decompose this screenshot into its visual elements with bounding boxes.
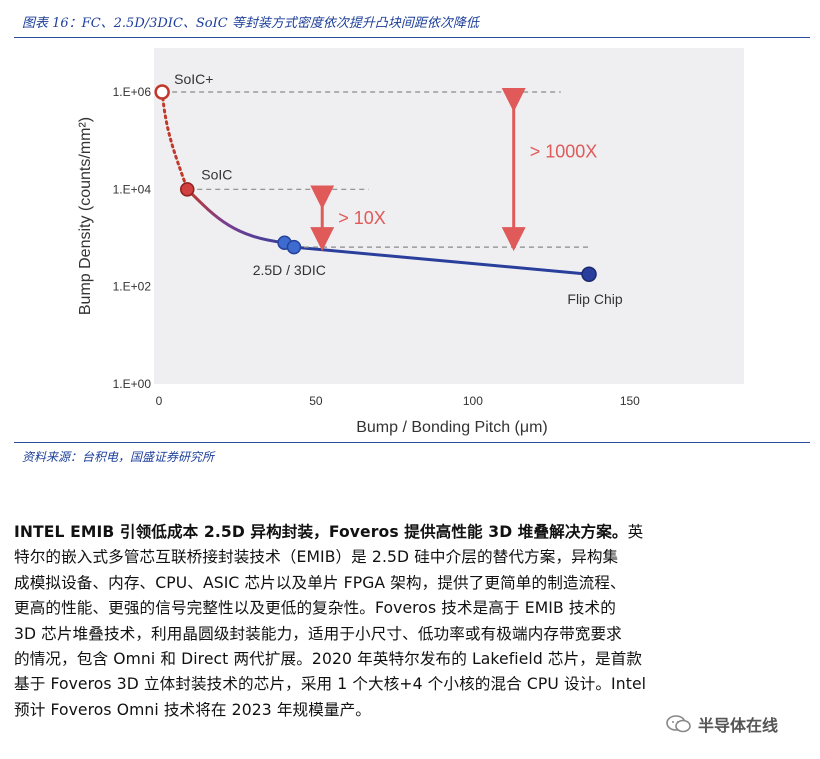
y-tick-label: 1.E+02 xyxy=(113,280,152,294)
label-flip-chip: Flip Chip xyxy=(567,291,622,307)
caption-rule xyxy=(14,37,810,38)
figure-caption: 图表 16：FC、2.5D/3DIC、SoIC 等封装方式密度依次提升凸块间距依… xyxy=(22,16,479,31)
watermark: 半导体在线 xyxy=(666,712,778,736)
watermark-text: 半导体在线 xyxy=(698,716,779,735)
density-curve-tail xyxy=(293,245,590,276)
dotted-curve-segment xyxy=(160,90,189,191)
body-line: 成模拟设备、内存、CPU、ASIC 芯片以及单片 FPGA 架构，提供了更简单的… xyxy=(14,573,626,592)
body-line: 的情况，包含 Omni 和 Direct 两代扩展。2020 年英特尔发布的 L… xyxy=(14,650,643,669)
point-25d-b xyxy=(286,239,302,255)
y-tick-label: 1.E+06 xyxy=(113,85,152,99)
y-axis-label: Bump Density (counts/mm²) xyxy=(77,117,94,315)
point-flip-chip xyxy=(581,266,597,282)
label-soic: SoIC xyxy=(201,166,232,182)
body-line: 更高的性能、更强的信号完整性以及更低的复杂性。Foveros 技术是高于 EMI… xyxy=(14,599,616,618)
x-tick-label: 100 xyxy=(463,394,483,408)
lead-continuation: 英 xyxy=(627,523,644,541)
y-tick-label: 1.E+00 xyxy=(113,377,152,391)
annotation-1000x: > 1000X xyxy=(530,142,598,162)
x-tick-label: 50 xyxy=(309,394,323,408)
body-line: 预计 Foveros Omni 技术将在 2023 年规模量产。 xyxy=(14,700,371,719)
point-soic xyxy=(180,182,195,197)
body-line: 基于 Foveros 3D 立体封装技术的芯片，采用 1 个大核+4 个小核的混… xyxy=(14,675,647,694)
lead-sentence: INTEL EMIB 引领低成本 2.5D 异构封装，Foveros 提供高性能… xyxy=(14,523,628,541)
label-soic-plus: SoIC+ xyxy=(174,71,213,87)
source-rule xyxy=(14,442,810,443)
wechat-icon xyxy=(666,715,691,733)
y-tick-label: 1.E+04 xyxy=(113,182,152,196)
body-line-1: INTEL EMIB 引领低成本 2.5D 异构封装，Foveros 提供高性能… xyxy=(14,520,814,545)
body-line: 3D 芯片堆叠技术，利用晶圆级封装能力，适用于小尺寸、低功率或有极端内存带宽要求 xyxy=(14,624,622,643)
x-axis-label: Bump / Bonding Pitch (μm) xyxy=(356,419,548,436)
x-tick-label: 0 xyxy=(156,394,163,408)
body-line: 特尔的嵌入式多管芯互联桥接封装技术（EMIB）是 2.5D 硅中介层的替代方案，… xyxy=(14,548,619,567)
label-25d-3dic: 2.5D / 3DIC xyxy=(253,262,326,278)
figure-source: 资料来源：台积电，国盛证券研究所 xyxy=(22,450,215,464)
plot-area xyxy=(154,48,744,384)
bump-density-chart: 1.E+00 1.E+02 1.E+04 1.E+06 0 50 100 150 > 10X >… xyxy=(77,48,744,436)
point-soic-plus xyxy=(154,84,170,100)
annotation-10x: > 10X xyxy=(338,208,386,228)
x-tick-label: 150 xyxy=(620,394,640,408)
body-paragraph: INTEL EMIB 引领低成本 2.5D 异构封装，Foveros 提供高性能… xyxy=(14,520,814,723)
